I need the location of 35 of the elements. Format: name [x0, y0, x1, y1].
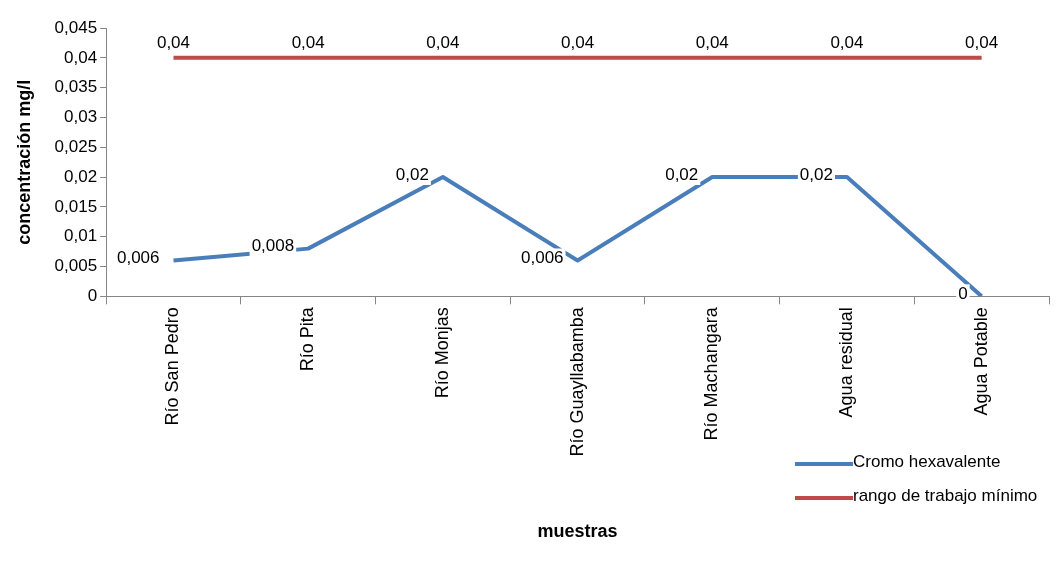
- y-tick-label: 0,03: [64, 107, 98, 127]
- x-axis-title: muestras: [537, 521, 618, 542]
- x-tick-label: Agua Potable: [970, 307, 991, 416]
- data-label: 0,02: [395, 164, 429, 184]
- x-tick-label: Río Machangara: [701, 306, 722, 441]
- y-tick-label: 0: [87, 286, 98, 306]
- y-tick-label: 0,045: [54, 17, 98, 37]
- y-tick-label: 0,02: [64, 166, 98, 186]
- data-label: 0,006: [521, 248, 564, 268]
- x-tick-label: Agua residual: [835, 307, 856, 418]
- y-tick-label: 0,025: [54, 136, 98, 156]
- data-label: 0,04: [561, 32, 595, 52]
- x-tick-label: Río San Pedro: [162, 307, 183, 426]
- x-tick-label: Río Monjas: [431, 307, 452, 399]
- x-tick-label: Río Pita: [297, 306, 318, 372]
- data-label: 0: [958, 284, 968, 304]
- legend-label: Cromo hexavalente: [853, 452, 1001, 472]
- data-label: 0,04: [830, 32, 864, 52]
- data-label: 0,04: [156, 32, 191, 52]
- data-label: 0,02: [665, 164, 699, 184]
- y-axis-title: concentración mg/l: [13, 79, 34, 245]
- data-label: 0,04: [291, 32, 325, 52]
- y-tick-label: 0,015: [54, 196, 98, 216]
- data-label: 0,02: [799, 164, 833, 184]
- data-label: 0,04: [965, 32, 999, 52]
- y-tick-label: 0,005: [54, 256, 98, 276]
- data-label: 0,008: [251, 236, 295, 256]
- legend-label: rango de trabajo mínimo: [853, 486, 1038, 506]
- y-tick-label: 0,035: [54, 77, 98, 97]
- x-tick-label: Río Guayllabamba: [566, 306, 587, 457]
- y-tick-label: 0,04: [64, 47, 98, 67]
- data-label: 0,04: [695, 32, 729, 52]
- data-label: 0,006: [116, 248, 160, 268]
- data-label: 0,04: [426, 32, 460, 52]
- y-tick-label: 0,01: [64, 226, 98, 246]
